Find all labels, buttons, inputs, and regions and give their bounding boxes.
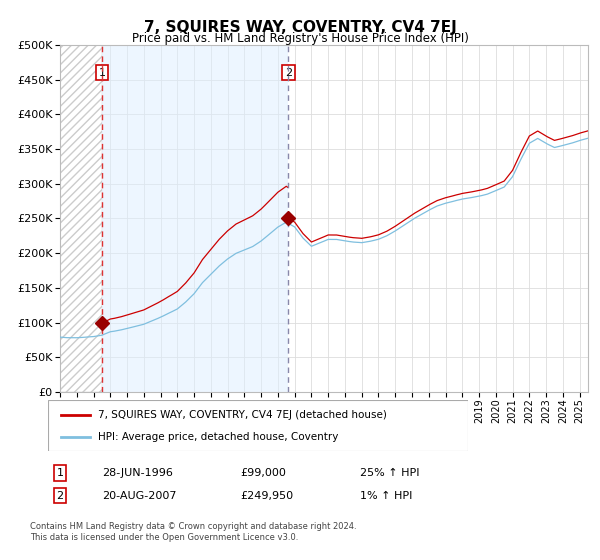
Bar bbox=[102, 45, 288, 392]
Text: 1% ↑ HPI: 1% ↑ HPI bbox=[360, 491, 412, 501]
Text: This data is licensed under the Open Government Licence v3.0.: This data is licensed under the Open Gov… bbox=[30, 533, 298, 542]
Text: 2: 2 bbox=[285, 68, 292, 78]
Text: 7, SQUIRES WAY, COVENTRY, CV4 7EJ (detached house): 7, SQUIRES WAY, COVENTRY, CV4 7EJ (detac… bbox=[98, 409, 387, 419]
Text: 25% ↑ HPI: 25% ↑ HPI bbox=[360, 468, 419, 478]
Text: Price paid vs. HM Land Registry's House Price Index (HPI): Price paid vs. HM Land Registry's House … bbox=[131, 32, 469, 45]
Text: 1: 1 bbox=[98, 68, 106, 78]
Text: £99,000: £99,000 bbox=[240, 468, 286, 478]
Text: 28-JUN-1996: 28-JUN-1996 bbox=[102, 468, 173, 478]
Text: Contains HM Land Registry data © Crown copyright and database right 2024.: Contains HM Land Registry data © Crown c… bbox=[30, 522, 356, 531]
Text: HPI: Average price, detached house, Coventry: HPI: Average price, detached house, Cove… bbox=[98, 432, 339, 442]
Bar bbox=[60, 45, 102, 392]
Text: 7, SQUIRES WAY, COVENTRY, CV4 7EJ: 7, SQUIRES WAY, COVENTRY, CV4 7EJ bbox=[143, 20, 457, 35]
Text: 1: 1 bbox=[56, 468, 64, 478]
Text: £249,950: £249,950 bbox=[240, 491, 293, 501]
FancyBboxPatch shape bbox=[48, 400, 468, 451]
Text: 20-AUG-2007: 20-AUG-2007 bbox=[102, 491, 176, 501]
Text: 2: 2 bbox=[56, 491, 64, 501]
